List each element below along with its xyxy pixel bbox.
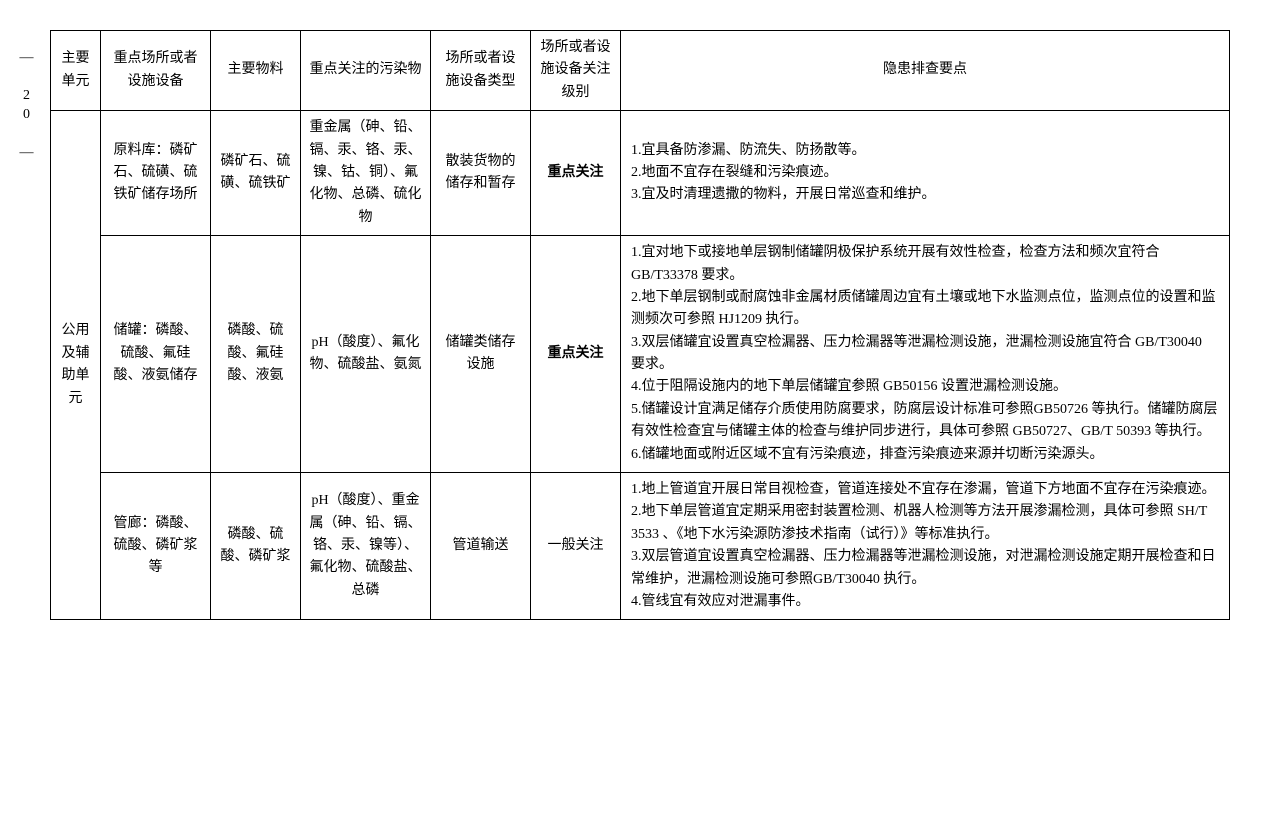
header-place: 重点场所或者设施设备: [101, 31, 211, 111]
header-material: 主要物料: [211, 31, 301, 111]
cell-pollutant: 重金属（砷、铅、镉、汞、铬、汞、镍、钴、铜）、氟化物、总磷、硫化物: [301, 111, 431, 236]
point-item: 2.地面不宜存在裂缝和污染痕迹。: [631, 162, 1219, 184]
inspection-table: 主要单元 重点场所或者设施设备 主要物料 重点关注的污染物 场所或者设施设备类型…: [50, 30, 1230, 620]
cell-level: 一般关注: [531, 473, 621, 620]
cell-place: 管廊：磷酸、硫酸、磷矿浆等: [101, 473, 211, 620]
cell-equip-type: 储罐类储存设施: [431, 236, 531, 473]
header-unit: 主要单元: [51, 31, 101, 111]
cell-unit: 公用及辅助单元: [51, 111, 101, 620]
point-item: 3.双层储罐宜设置真空检漏器、压力检漏器等泄漏检测设施，泄漏检测设施宜符合 GB…: [631, 332, 1219, 377]
cell-material: 磷酸、硫酸、磷矿浆: [211, 473, 301, 620]
point-item: 3.宜及时清理遗撒的物料，开展日常巡查和维护。: [631, 184, 1219, 206]
cell-place: 原料库：磷矿石、硫磺、硫铁矿储存场所: [101, 111, 211, 236]
header-level: 场所或者设施设备关注级别: [531, 31, 621, 111]
page-number: — 20 —: [18, 50, 34, 164]
cell-equip-type: 散装货物的储存和暂存: [431, 111, 531, 236]
header-points: 隐患排查要点: [621, 31, 1230, 111]
point-item: 2.地下单层钢制或耐腐蚀非金属材质储罐周边宜有土壤或地下水监测点位，监测点位的设…: [631, 287, 1219, 332]
cell-material: 磷矿石、硫磺、硫铁矿: [211, 111, 301, 236]
cell-place: 储罐：磷酸、硫酸、氟硅酸、液氨储存: [101, 236, 211, 473]
cell-level: 重点关注: [531, 236, 621, 473]
table-row: 管廊：磷酸、硫酸、磷矿浆等磷酸、硫酸、磷矿浆pH（酸度）、重金属（砷、铅、镉、铬…: [51, 473, 1230, 620]
cell-equip-type: 管道输送: [431, 473, 531, 620]
header-pollutant: 重点关注的污染物: [301, 31, 431, 111]
table-row: 储罐：磷酸、硫酸、氟硅酸、液氨储存磷酸、硫酸、氟硅酸、液氨pH（酸度）、氟化物、…: [51, 236, 1230, 473]
cell-pollutant: pH（酸度）、氟化物、硫酸盐、氨氮: [301, 236, 431, 473]
table-row: 公用及辅助单元原料库：磷矿石、硫磺、硫铁矿储存场所磷矿石、硫磺、硫铁矿重金属（砷…: [51, 111, 1230, 236]
point-item: 3.双层管道宜设置真空检漏器、压力检漏器等泄漏检测设施，对泄漏检测设施定期开展检…: [631, 546, 1219, 591]
point-item: 5.储罐设计宜满足储存介质使用防腐要求，防腐层设计标准可参照GB50726 等执…: [631, 399, 1219, 444]
header-equiptype: 场所或者设施设备类型: [431, 31, 531, 111]
point-item: 4.位于阻隔设施内的地下单层储罐宜参照 GB50156 设置泄漏检测设施。: [631, 376, 1219, 398]
cell-points: 1.宜对地下或接地单层钢制储罐阴极保护系统开展有效性检查，检查方法和频次宜符合 …: [621, 236, 1230, 473]
cell-pollutant: pH（酸度）、重金属（砷、铅、镉、铬、汞、镍等）、氟化物、硫酸盐、总磷: [301, 473, 431, 620]
cell-points: 1.宜具备防渗漏、防流失、防扬散等。2.地面不宜存在裂缝和污染痕迹。3.宜及时清…: [621, 111, 1230, 236]
point-item: 6.储罐地面或附近区域不宜有污染痕迹，排查污染痕迹来源并切断污染源头。: [631, 444, 1219, 466]
point-item: 1.地上管道宜开展日常目视检查，管道连接处不宜存在渗漏，管道下方地面不宜存在污染…: [631, 479, 1219, 501]
point-item: 1.宜具备防渗漏、防流失、防扬散等。: [631, 140, 1219, 162]
cell-level: 重点关注: [531, 111, 621, 236]
table-body: 公用及辅助单元原料库：磷矿石、硫磺、硫铁矿储存场所磷矿石、硫磺、硫铁矿重金属（砷…: [51, 111, 1230, 620]
point-item: 1.宜对地下或接地单层钢制储罐阴极保护系统开展有效性检查，检查方法和频次宜符合 …: [631, 242, 1219, 287]
point-item: 2.地下单层管道宜定期采用密封装置检测、机器人检测等方法开展渗漏检测，具体可参照…: [631, 501, 1219, 546]
cell-points: 1.地上管道宜开展日常目视检查，管道连接处不宜存在渗漏，管道下方地面不宜存在污染…: [621, 473, 1230, 620]
point-item: 4.管线宜有效应对泄漏事件。: [631, 591, 1219, 613]
table-header-row: 主要单元 重点场所或者设施设备 主要物料 重点关注的污染物 场所或者设施设备类型…: [51, 31, 1230, 111]
cell-material: 磷酸、硫酸、氟硅酸、液氨: [211, 236, 301, 473]
